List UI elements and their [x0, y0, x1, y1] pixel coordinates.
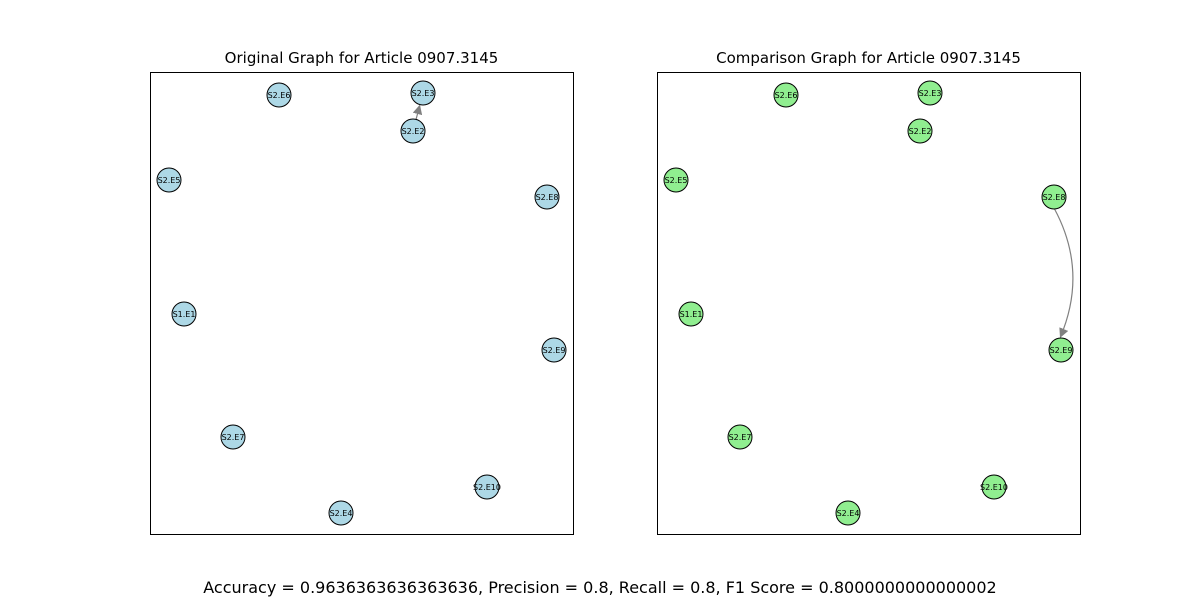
metrics-summary: Accuracy = 0.9636363636363636, Precision…: [203, 578, 997, 597]
node-circle: [171, 301, 197, 327]
node-label: S2.E9: [1050, 346, 1073, 355]
right-graph: S2.E6 S2.E3 S2.E2 S2.E5 S2.E8 S1.E1 S2.E9 S2.E7…: [663, 80, 1074, 526]
node-circle: [266, 82, 292, 108]
left-panel-frame: [150, 72, 574, 535]
node-s2-e2: S2.E2: [907, 118, 933, 144]
node-circle: [410, 80, 436, 106]
node-circle: [727, 424, 753, 450]
node-s2-e6: S2.E6: [266, 82, 292, 108]
node-circle: [474, 474, 500, 500]
edge-s2-e8-to-s2-e9: [1054, 208, 1074, 338]
node-circle: [534, 184, 560, 210]
node-label: S2.E2: [402, 127, 425, 136]
node-circle: [156, 167, 182, 193]
node-s2-e3: S2.E3: [410, 80, 436, 106]
node-s2-e8: S2.E8: [534, 184, 560, 210]
node-s2-e4: S2.E4: [328, 500, 354, 526]
node-label: S2.E8: [1043, 193, 1066, 202]
node-circle: [663, 167, 689, 193]
node-label: S2.E5: [158, 176, 181, 185]
node-label: S2.E10: [473, 483, 501, 492]
node-circle: [678, 301, 704, 327]
node-s1-e1: S1.E1: [171, 301, 197, 327]
node-label: S2.E4: [837, 509, 860, 518]
node-label: S2.E3: [919, 89, 942, 98]
node-circle: [328, 500, 354, 526]
node-s2-e9: S2.E9: [541, 337, 567, 363]
right-panel-title: Comparison Graph for Article 0907.3145: [716, 49, 1021, 67]
node-s2-e5: S2.E5: [156, 167, 182, 193]
node-s2-e10: S2.E10: [473, 474, 501, 500]
left-panel-title: Original Graph for Article 0907.3145: [224, 49, 499, 67]
node-label: S2.E6: [268, 91, 291, 100]
node-label: S2.E10: [980, 483, 1008, 492]
node-s2-e2: S2.E2: [400, 118, 426, 144]
node-circle: [1048, 337, 1074, 363]
node-label: S2.E8: [536, 193, 559, 202]
node-s2-e7: S2.E7: [727, 424, 753, 450]
node-circle: [220, 424, 246, 450]
node-circle: [1041, 184, 1067, 210]
node-s2-e3: S2.E3: [917, 80, 943, 106]
node-label: S2.E5: [665, 176, 688, 185]
node-circle: [917, 80, 943, 106]
node-s2-e5: S2.E5: [663, 167, 689, 193]
node-s2-e10: S2.E10: [980, 474, 1008, 500]
node-label: S2.E9: [543, 346, 566, 355]
node-s1-e1: S1.E1: [678, 301, 704, 327]
node-circle: [400, 118, 426, 144]
node-label: S2.E7: [222, 433, 245, 442]
node-circle: [773, 82, 799, 108]
node-s2-e8: S2.E8: [1041, 184, 1067, 210]
node-label: S2.E6: [775, 91, 798, 100]
node-label: S2.E7: [729, 433, 752, 442]
edge-s2-e2-to-s2-e3: [412, 104, 423, 120]
node-label: S2.E4: [330, 509, 353, 518]
node-circle: [907, 118, 933, 144]
node-s2-e9: S2.E9: [1048, 337, 1074, 363]
node-label: S1.E1: [680, 310, 703, 319]
node-circle: [541, 337, 567, 363]
left-graph: S2.E6 S2.E3 S2.E2 S2.E5 S2.E8 S1.E1 S2.E9 S2.E7…: [156, 80, 567, 526]
node-label: S2.E3: [412, 89, 435, 98]
right-panel-frame: [657, 72, 1081, 535]
node-circle: [981, 474, 1007, 500]
node-label: S2.E2: [909, 127, 932, 136]
node-label: S1.E1: [173, 310, 196, 319]
node-s2-e6: S2.E6: [773, 82, 799, 108]
node-s2-e4: S2.E4: [835, 500, 861, 526]
node-s2-e7: S2.E7: [220, 424, 246, 450]
node-circle: [835, 500, 861, 526]
